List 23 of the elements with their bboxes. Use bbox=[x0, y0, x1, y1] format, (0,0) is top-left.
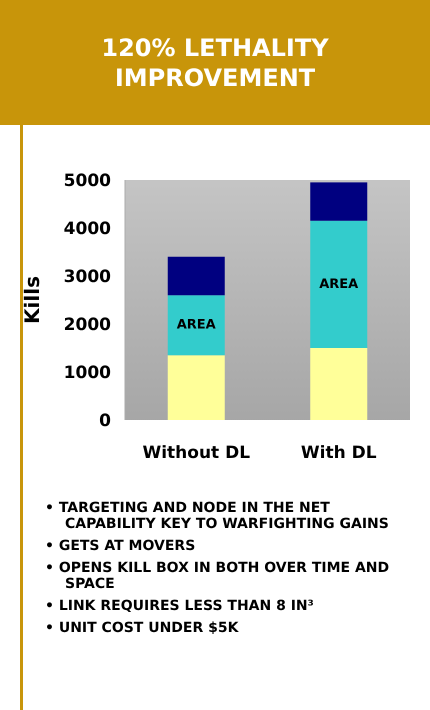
y-tick-label: 1000 bbox=[64, 363, 112, 384]
bar bbox=[310, 220, 368, 348]
y-tick-label: 5000 bbox=[64, 171, 112, 192]
bar bbox=[310, 182, 368, 221]
data-label: AREA bbox=[319, 276, 358, 292]
bar bbox=[168, 295, 225, 356]
chart-title: 120% LETHALITY IMPROVEMENT bbox=[0, 0, 430, 125]
bar bbox=[168, 256, 225, 296]
text: • TARGETING AND NODE IN THE NET CAPABILITY KEY TO WARFIGHTING GAINS bbox=[45, 500, 390, 532]
text: • UNIT COST UNDER $5K bbox=[45, 620, 240, 636]
text: • LINK REQUIRES LESS THAN 8 IN³ bbox=[45, 598, 315, 614]
bar bbox=[310, 348, 368, 420]
y-tick-label: 4000 bbox=[64, 219, 112, 240]
x-tick-label: Without DL bbox=[142, 443, 250, 464]
text: • GETS AT MOVERS bbox=[45, 538, 196, 554]
y-tick-label: 0 bbox=[99, 411, 112, 432]
y-tick-label: 2000 bbox=[64, 315, 112, 336]
y-tick-label: 3000 bbox=[64, 267, 112, 288]
data-label: AREA bbox=[176, 318, 216, 333]
bar bbox=[168, 355, 225, 420]
x-tick-label: With DL bbox=[300, 443, 377, 464]
text: • OPENS KILL BOX IN BOTH OVER TIME AND SPACE bbox=[45, 560, 390, 592]
y-axis-title: Kills bbox=[20, 276, 44, 324]
